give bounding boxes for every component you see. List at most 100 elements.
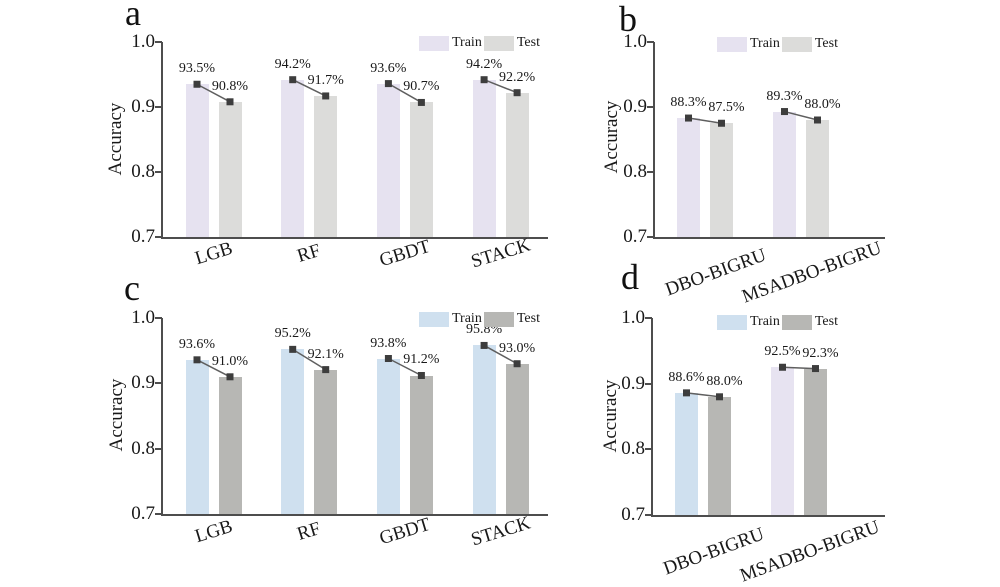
plot-area-a	[161, 42, 548, 239]
y-tick-mark	[647, 106, 654, 108]
panel-label-d: d	[621, 257, 639, 297]
value-label-test-dbo-bigru: 88.0%	[706, 373, 743, 389]
value-label-train-stack: 94.2%	[466, 56, 503, 72]
bar-train-rf	[281, 79, 305, 237]
y-tick-label: 0.9	[621, 372, 645, 394]
plot-area-c	[161, 318, 548, 516]
bar-train-lgb	[185, 84, 209, 237]
bar-train-lgb	[185, 359, 209, 514]
value-label-test-rf: 92.1%	[307, 346, 344, 362]
x-tick-label-rf: RF	[294, 518, 324, 545]
y-tick-label: 0.7	[621, 504, 645, 525]
bar-train-gbdt	[376, 358, 400, 514]
legend-a: Train Test	[419, 35, 542, 51]
y-tick-label: 1.0	[623, 31, 647, 52]
legend-label-test: Test	[516, 311, 540, 326]
legend-swatch-test	[483, 311, 514, 327]
x-tick-label-lgb: LGB	[192, 237, 235, 270]
y-tick-label: 1.0	[131, 31, 155, 52]
bar-test-msadbo-bigru	[806, 120, 829, 237]
bar-train-dbo-bigru	[677, 118, 700, 237]
legend-label-train: Train	[452, 35, 482, 50]
value-label-train-gbdt: 93.6%	[370, 60, 407, 76]
y-tick-mark	[645, 317, 652, 319]
bar-test-gbdt	[409, 102, 433, 237]
value-label-test-stack: 93.0%	[499, 340, 536, 356]
x-tick-label-gbdt: GBDT	[376, 235, 433, 272]
bar-test-stack	[505, 363, 529, 514]
value-label-test-gbdt: 91.2%	[403, 352, 440, 368]
value-label-train-rf: 94.2%	[274, 56, 311, 72]
value-label-test-stack: 92.2%	[499, 69, 536, 85]
legend-label-train: Train	[750, 314, 780, 329]
x-tick-label-stack: STACK	[468, 512, 533, 551]
x-tick-label-gbdt: GBDT	[376, 513, 433, 550]
panel-label-a: a	[125, 0, 141, 33]
bar-test-gbdt	[409, 375, 433, 514]
value-label-train-msadbo-bigru: 92.5%	[764, 344, 801, 360]
plot-area-d	[651, 318, 885, 517]
legend-label-train: Train	[750, 36, 780, 51]
bar-train-stack	[472, 79, 496, 237]
legend-b: Train Test	[717, 36, 840, 52]
legend-swatch-train	[419, 311, 449, 327]
bar-train-rf	[281, 349, 305, 514]
y-tick-label: 0.9	[131, 96, 155, 117]
y-tick-label: 0.8	[131, 161, 155, 182]
value-label-train-gbdt: 93.8%	[370, 335, 407, 351]
bar-test-msadbo-bigru	[804, 368, 827, 515]
value-label-train-msadbo-bigru: 89.3%	[766, 88, 803, 104]
panel-label-c: c	[124, 268, 140, 308]
value-label-test-msadbo-bigru: 92.3%	[802, 345, 839, 361]
bar-test-rf	[314, 369, 338, 514]
y-tick-mark	[155, 236, 162, 238]
y-tick-label: 0.8	[623, 161, 647, 182]
bar-test-dbo-bigru	[710, 123, 733, 237]
bar-train-dbo-bigru	[675, 392, 698, 515]
bar-test-lgb	[218, 101, 242, 237]
y-tick-mark	[647, 41, 654, 43]
legend-c: Train Test	[419, 311, 542, 327]
y-tick-mark	[645, 448, 652, 451]
value-label-test-lgb: 90.8%	[211, 78, 249, 94]
legend-label-test: Test	[814, 36, 838, 51]
x-tick-label-rf: RF	[294, 240, 324, 267]
legend-swatch-test	[483, 35, 514, 51]
value-label-test-lgb: 91.0%	[211, 353, 249, 369]
value-label-test-rf: 91.7%	[307, 72, 344, 88]
x-tick-label-stack: STACK	[468, 234, 533, 273]
y-tick-label: 0.9	[623, 96, 647, 117]
value-label-train-dbo-bigru: 88.6%	[668, 369, 705, 385]
y-tick-label: 0.7	[131, 226, 155, 247]
y-tick-mark	[647, 171, 654, 173]
value-label-train-rf: 95.2%	[274, 326, 311, 342]
value-label-test-gbdt: 90.7%	[403, 79, 440, 95]
bar-test-dbo-bigru	[708, 396, 731, 515]
bar-train-stack	[472, 345, 496, 514]
y-tick-label: 1.0	[621, 307, 645, 328]
legend-swatch-test	[781, 36, 812, 52]
bar-test-stack	[505, 92, 529, 237]
panel-label-b: b	[619, 0, 637, 39]
value-label-test-msadbo-bigru: 88.0%	[804, 97, 841, 112]
y-tick-mark	[155, 513, 162, 515]
bar-test-rf	[314, 95, 338, 237]
legend-swatch-train	[419, 35, 449, 51]
value-label-train-dbo-bigru: 88.3%	[670, 95, 707, 111]
y-tick-mark	[155, 317, 162, 319]
y-tick-mark	[645, 382, 652, 385]
y-tick-mark	[155, 447, 162, 450]
bar-train-msadbo-bigru	[771, 367, 794, 515]
bar-train-msadbo-bigru	[773, 111, 796, 237]
y-tick-mark	[645, 514, 652, 516]
bar-test-lgb	[218, 376, 242, 514]
y-tick-mark	[155, 106, 162, 108]
y-tick-mark	[155, 382, 162, 385]
bar-train-gbdt	[376, 83, 400, 237]
legend-label-train: Train	[452, 311, 482, 326]
value-label-train-lgb: 93.5%	[178, 61, 216, 77]
y-tick-label: 0.8	[131, 437, 155, 459]
legend-swatch-test	[781, 314, 812, 330]
y-tick-label: 0.8	[621, 438, 645, 460]
